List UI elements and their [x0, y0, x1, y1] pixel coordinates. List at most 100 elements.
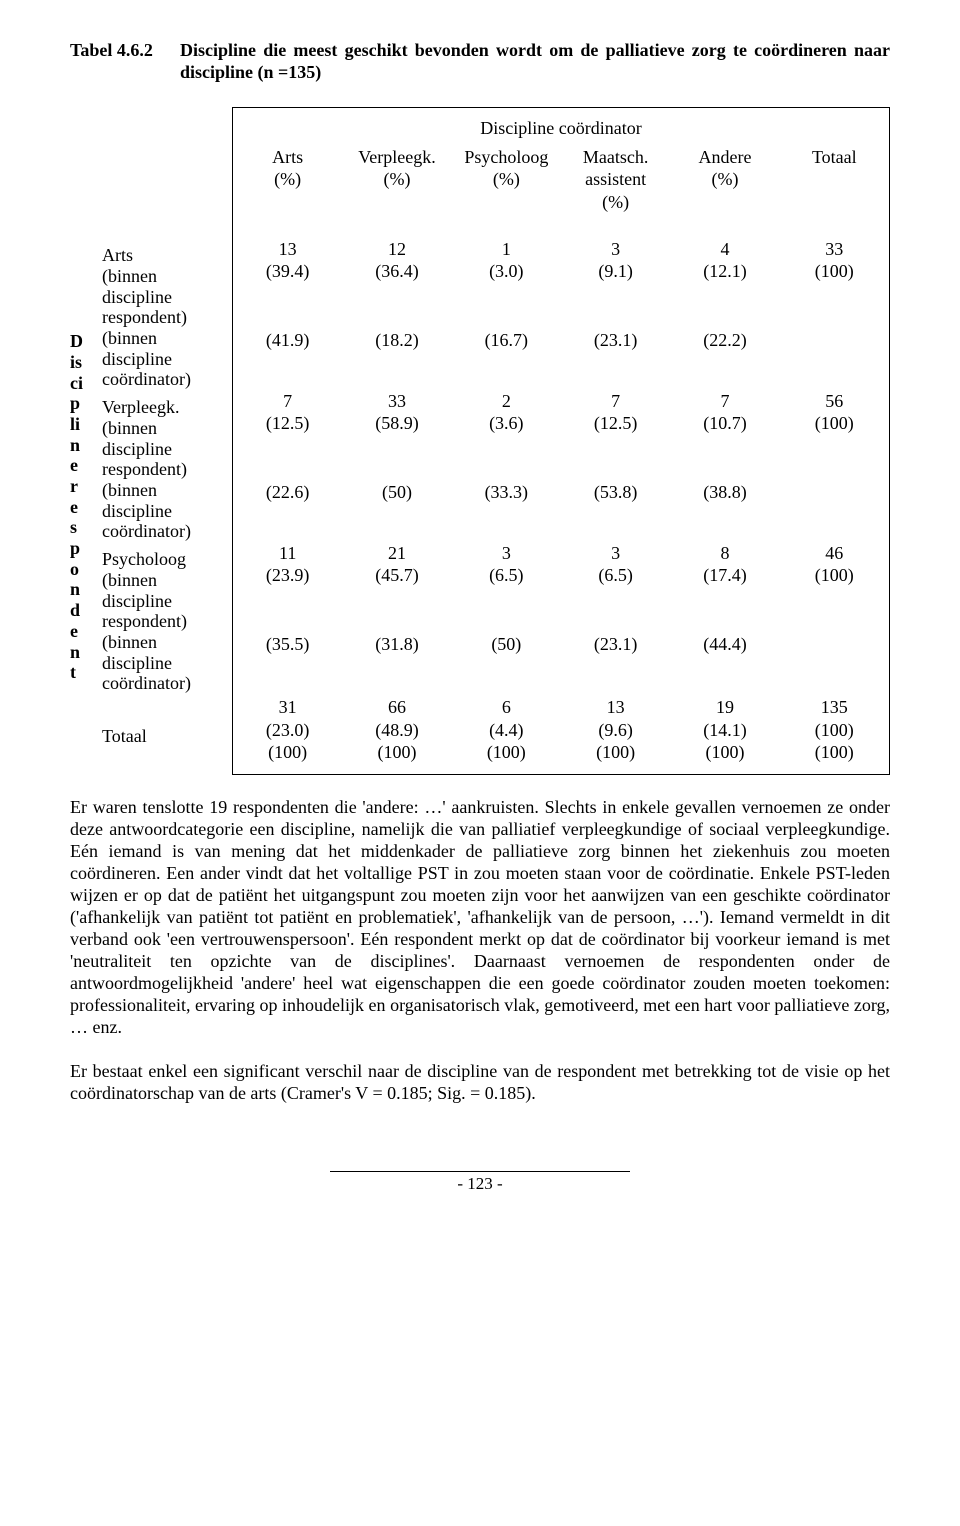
side-label-char: d [70, 600, 102, 621]
cell-pct-coordinator: (18.2) [375, 329, 419, 352]
cell-pct-coordinator: (23.1) [594, 633, 638, 656]
side-label-char: is [70, 352, 102, 373]
data-cell: 56(100) [780, 388, 889, 540]
data-cell: 33(100) [780, 236, 889, 388]
data-column: Psycholoog(%)1(3.0)(16.7)2(3.6)(33.3)3(6… [452, 144, 561, 774]
row-label-line: discipline [102, 591, 232, 612]
table-title: Discipline die meest geschikt bevonden w… [180, 40, 890, 83]
cell-pct-respondent: (100) [815, 260, 854, 283]
column-header: Psycholoog(%) [452, 144, 561, 236]
page-number: - 123 - [457, 1174, 502, 1193]
row-label-line: (binnen [102, 418, 232, 439]
data-cell: 11(23.9)(35.5) [233, 540, 342, 692]
column-header: Maatsch.assistent(%) [561, 144, 670, 236]
side-label-char: e [70, 621, 102, 642]
cell-pct-respondent: (3.0) [489, 260, 524, 283]
cell-pct-coordinator: (22.6) [266, 481, 310, 504]
total-cell-line: (100) [377, 741, 416, 764]
side-label-char: ci [70, 373, 102, 394]
row-label-line: (binnen [102, 328, 232, 349]
cell-value: 3 [611, 542, 620, 565]
total-cell-line: (100) [268, 741, 307, 764]
cell-value: 3 [502, 542, 511, 565]
data-cell: 33(58.9)(50) [342, 388, 451, 540]
cell-value: 7 [720, 390, 729, 413]
row-label: Psycholoog(binnendisciplinerespondent)(b… [102, 547, 232, 699]
total-cell-line: 19 [716, 696, 734, 719]
cell-value: 4 [720, 238, 729, 261]
data-cell: 21(45.7)(31.8) [342, 540, 451, 692]
cell-value: 8 [720, 542, 729, 565]
total-cell-line: (100) [815, 719, 854, 742]
data-cell: 12(36.4)(18.2) [342, 236, 451, 388]
total-cell-line: (4.4) [489, 719, 524, 742]
cell-pct-respondent: (6.5) [489, 564, 524, 587]
total-cell: 66(48.9)(100) [342, 692, 451, 768]
total-cell-line: (100) [705, 741, 744, 764]
side-label-char: n [70, 435, 102, 456]
cell-pct-respondent: (10.7) [703, 412, 747, 435]
total-cell-line: (23.0) [266, 719, 310, 742]
cell-pct-respondent: (39.4) [266, 260, 310, 283]
side-label-char: e [70, 455, 102, 476]
table-grid: Disciplinerespondent Arts(binnendiscipli… [70, 107, 890, 775]
column-header-line: Verpleegk. [358, 146, 435, 169]
cell-pct-respondent: (36.4) [375, 260, 419, 283]
data-column: Andere(%)4(12.1)(22.2)7(10.7) (38.8) 8(17.… [670, 144, 779, 774]
row-label-line: discipline [102, 439, 232, 460]
cell-pct-coordinator: (38.8) [703, 481, 747, 504]
data-column: Arts(%)13(39.4)(41.9)7(12.5)(22.6)11(23.… [233, 144, 342, 774]
side-label-char: D [70, 331, 102, 352]
row-label-line: respondent) [102, 307, 232, 328]
cell-pct-coordinator: (33.3) [485, 481, 529, 504]
row-label-line: respondent) [102, 459, 232, 480]
row-label-line: coördinator) [102, 369, 232, 390]
side-label-char: n [70, 642, 102, 663]
cell-value: 56 [825, 390, 843, 413]
row-label-line: Psycholoog [102, 549, 232, 570]
cell-pct-respondent: (100) [815, 564, 854, 587]
side-label-char: p [70, 393, 102, 414]
cell-pct-respondent: (12.5) [594, 412, 638, 435]
total-cell-line: 31 [279, 696, 297, 719]
cell-pct-respondent: (23.9) [266, 564, 310, 587]
row-label-line: coördinator) [102, 673, 232, 694]
data-cell: 7(12.5)(53.8) [561, 388, 670, 540]
cell-value: 7 [283, 390, 292, 413]
side-label-char: r [70, 476, 102, 497]
cell-pct-coordinator: (41.9) [266, 329, 310, 352]
paragraph-1: Er waren tenslotte 19 respondenten die '… [70, 797, 890, 1038]
column-header-line: Maatsch. [583, 146, 648, 169]
cell-pct-coordinator: (31.8) [375, 633, 419, 656]
page-footer: - 123 - [70, 1171, 890, 1194]
column-header-line: (%) [274, 168, 301, 191]
cell-pct-respondent: (3.6) [489, 412, 524, 435]
cell-pct-respondent: (45.7) [375, 564, 419, 587]
cell-value: 46 [825, 542, 843, 565]
row-label: Arts(binnendisciplinerespondent)(binnend… [102, 243, 232, 395]
cell-pct-respondent: (6.5) [598, 564, 633, 587]
column-header: Verpleegk.(%) [342, 144, 451, 236]
cell-pct-coordinator: (44.4) [703, 633, 747, 656]
row-label-line: Verpleegk. [102, 397, 232, 418]
total-row-label: Totaal [102, 699, 232, 775]
data-column: Totaal33(100)56(100)46(100)135(100)(100) [780, 144, 889, 774]
data-cell: 13(39.4) (41.9) [233, 236, 342, 388]
row-label-line: (binnen [102, 266, 232, 287]
footer-rule [330, 1171, 630, 1172]
data-column: Verpleegk.(%)12(36.4)(18.2)33(58.9)(50)2… [342, 144, 451, 774]
column-header: Andere(%) [670, 144, 779, 236]
row-label-line: discipline [102, 349, 232, 370]
data-cell: 4(12.1)(22.2) [670, 236, 779, 388]
cell-value: 1 [502, 238, 511, 261]
cell-value: 13 [279, 238, 297, 261]
total-cell: 135(100)(100) [780, 692, 889, 768]
table-label: Tabel 4.6.2 [70, 40, 180, 83]
cell-pct-respondent: (17.4) [703, 564, 747, 587]
column-header-line: (%) [711, 168, 738, 191]
data-cell: 7(12.5)(22.6) [233, 388, 342, 540]
cell-pct-coordinator: (22.2) [703, 329, 747, 352]
row-label-line: (binnen [102, 570, 232, 591]
column-header-line: (%) [602, 191, 629, 214]
row-label: Verpleegk.(binnendisciplinerespondent)(b… [102, 395, 232, 547]
